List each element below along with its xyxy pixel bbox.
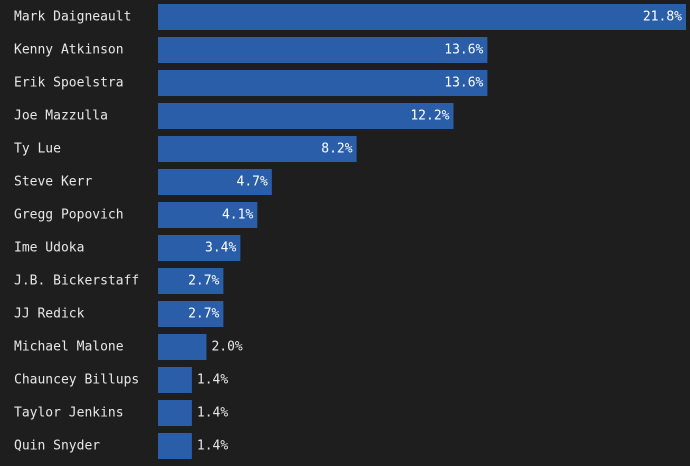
bar: [158, 301, 224, 327]
category-label: Steve Kerr: [14, 175, 92, 190]
bar: [158, 70, 488, 96]
bar: [158, 103, 454, 129]
bar: [158, 433, 192, 459]
value-label: 3.4%: [205, 241, 236, 256]
bar: [158, 268, 224, 294]
value-label: 8.2%: [321, 142, 352, 157]
value-label: 4.1%: [222, 208, 253, 223]
category-label: Michael Malone: [14, 340, 124, 355]
bar: [158, 202, 258, 228]
category-label: Chauncey Billups: [14, 373, 139, 388]
value-label: 2.7%: [188, 274, 219, 289]
bar: [158, 367, 192, 393]
value-label: 13.6%: [444, 76, 483, 91]
bar: [158, 136, 357, 162]
value-label: 1.4%: [197, 373, 228, 388]
bar: [158, 4, 686, 30]
category-label: Kenny Atkinson: [14, 43, 124, 58]
value-label: 1.4%: [197, 406, 228, 421]
value-label: 2.7%: [188, 307, 219, 322]
bar: [158, 400, 192, 426]
value-label: 4.7%: [237, 175, 268, 190]
category-label: Mark Daigneault: [14, 10, 131, 25]
category-label: Ime Udoka: [14, 241, 84, 256]
value-label: 2.0%: [211, 340, 242, 355]
value-label: 1.4%: [197, 439, 228, 454]
value-label: 12.2%: [410, 109, 449, 124]
value-label: 21.8%: [643, 10, 682, 25]
category-label: JJ Redick: [14, 307, 85, 322]
bar: [158, 169, 272, 195]
bar: [158, 334, 207, 360]
category-label: Taylor Jenkins: [14, 406, 124, 421]
category-label: J.B. Bickerstaff: [14, 274, 139, 289]
category-label: Gregg Popovich: [14, 208, 124, 223]
bar: [158, 37, 488, 63]
bar: [158, 235, 241, 261]
value-label: 13.6%: [444, 43, 483, 58]
category-label: Erik Spoelstra: [14, 76, 124, 91]
category-label: Ty Lue: [14, 142, 61, 157]
category-label: Joe Mazzulla: [14, 109, 108, 124]
category-label: Quin Snyder: [14, 439, 100, 454]
